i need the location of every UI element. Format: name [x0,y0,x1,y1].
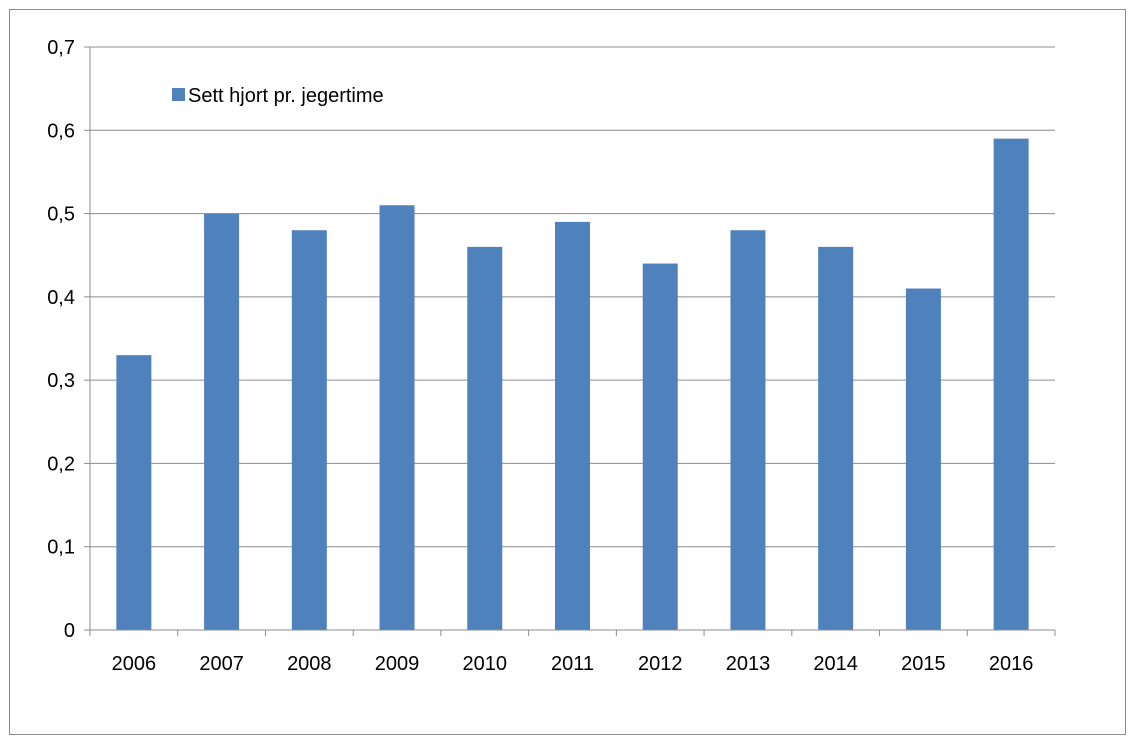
x-tick-label-2007: 2007 [199,653,244,675]
x-tick-labels: 2006 2007 2008 2009 2010 2011 2012 2013 2014 2015… [112,653,1034,675]
bar-2014 [818,247,853,630]
legend: Sett hjort pr. jegertime [172,85,384,107]
y-tick-label-7: 0,7 [47,37,75,59]
x-tick-label-2016: 2016 [989,653,1034,675]
x-tick-label-2015: 2015 [901,653,946,675]
x-tick-label-2011: 2011 [551,653,594,675]
bar-2010 [467,247,502,630]
bar-2008 [292,230,327,630]
bar-2016 [994,139,1029,630]
bar-2011 [555,222,590,630]
bar-2007 [204,214,239,630]
y-tick-label-3: 0,3 [47,370,75,392]
y-tick-label-2: 0,2 [47,453,75,475]
x-tick-label-2013: 2013 [726,653,771,675]
x-tick-label-2008: 2008 [287,653,332,675]
x-tick-label-2006: 2006 [112,653,157,675]
bar-2015 [906,289,941,630]
legend-label: Sett hjort pr. jegertime [188,85,384,107]
x-tick-label-2012: 2012 [638,653,683,675]
y-tick-label-6: 0,6 [47,120,75,142]
bar-2009 [380,205,415,630]
x-tick-label-2014: 2014 [813,653,858,675]
y-tick-label-4: 0,4 [47,287,75,309]
bars [116,139,1028,630]
y-tick-label-5: 0,5 [47,204,75,226]
bar-2012 [643,264,678,630]
y-tick-labels: 0 0,1 0,2 0,3 0,4 0,5 0,6 0,7 [47,37,75,642]
x-tick-label-2010: 2010 [463,653,508,675]
legend-swatch [172,88,185,101]
bar-2006 [116,355,151,630]
x-tick-label-2009: 2009 [375,653,420,675]
y-tick-label-0: 0 [64,620,75,642]
y-tick-label-1: 0,1 [47,537,75,559]
bar-2013 [730,230,765,630]
